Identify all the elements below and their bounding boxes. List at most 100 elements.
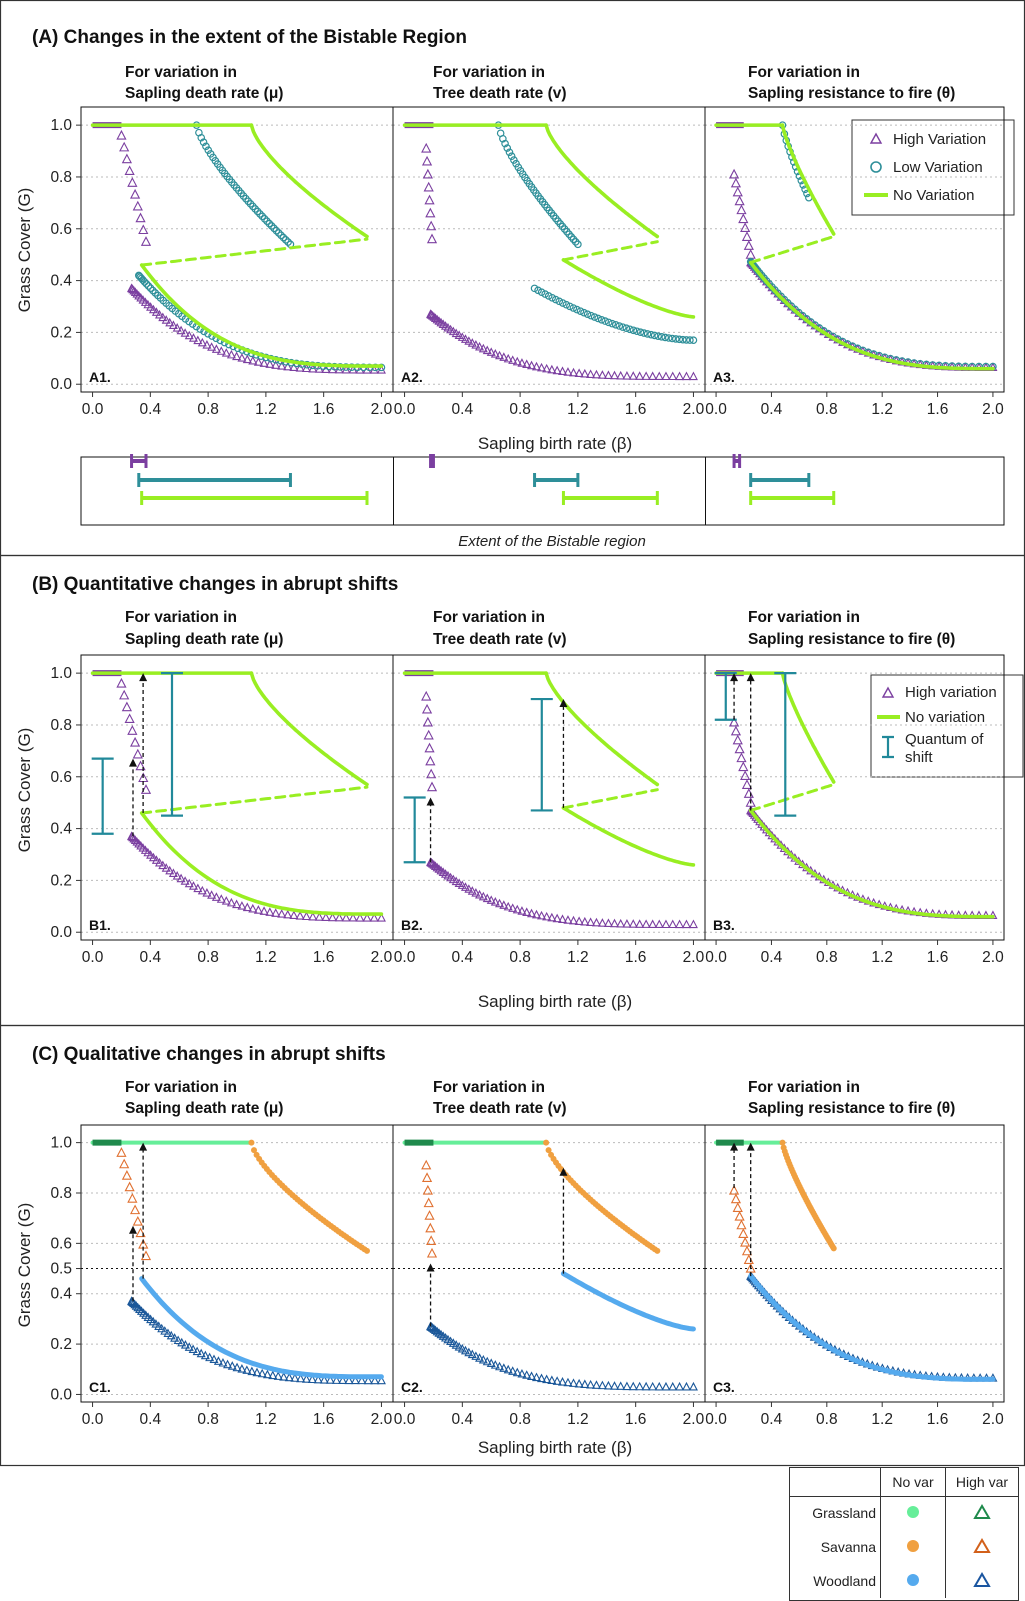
state-table-novar-header: No var bbox=[880, 1468, 946, 1497]
xtick-label-A2-2: 0.8 bbox=[509, 401, 531, 418]
y-axis-label-a: Grass Cover (G) bbox=[15, 188, 34, 313]
xtick-label-A2-0: 0.0 bbox=[394, 401, 416, 418]
a2-high-lower-55 bbox=[654, 371, 664, 381]
a1-low-upper-34 bbox=[272, 226, 281, 235]
c1-wood-high-49 bbox=[307, 1374, 317, 1384]
c2-wood-high-52 bbox=[635, 1381, 645, 1391]
c2-wood-high-33 bbox=[527, 1371, 537, 1380]
a3-high-upper-0 bbox=[728, 168, 740, 179]
a1-low-upper-4 bbox=[202, 142, 210, 151]
a1-low-upper-31 bbox=[265, 219, 274, 228]
c1-wood-high-48 bbox=[301, 1374, 311, 1383]
a2-low-lower-17 bbox=[590, 313, 599, 321]
c2-wood-high-7 bbox=[434, 1328, 444, 1337]
a2-low-lower-37 bbox=[661, 333, 669, 342]
b2-high-lower-54 bbox=[648, 919, 658, 928]
b2-high-lower-21 bbox=[475, 889, 485, 899]
b2-high-lower-39 bbox=[558, 914, 568, 924]
y-axis-label-b: Grass Cover (G) bbox=[15, 728, 34, 853]
a2-high-lower-18 bbox=[464, 336, 474, 345]
c2-wood-high-43 bbox=[580, 1379, 590, 1388]
b1-high-upper-5 bbox=[129, 736, 141, 747]
a2-high-lower-31 bbox=[517, 358, 527, 367]
a1-low-upper-26 bbox=[253, 207, 262, 216]
a2-high-lower-34 bbox=[531, 361, 542, 371]
b3-high-upper-4 bbox=[736, 752, 747, 763]
a1-high-lower-18 bbox=[168, 320, 178, 330]
c1-wood-high-22 bbox=[177, 1337, 187, 1347]
c1-sav-high-4 bbox=[127, 1192, 138, 1203]
c1-wood-high-47 bbox=[296, 1373, 306, 1383]
b1-high-lower-34 bbox=[242, 902, 252, 912]
col2-subtitle-c-line1: For variation in bbox=[433, 1079, 545, 1096]
legend-a-high-marker bbox=[869, 132, 883, 144]
a1-high-upper-9 bbox=[140, 236, 152, 246]
c1-wood-high-4 bbox=[130, 1299, 140, 1309]
a3-high-upper-7 bbox=[741, 231, 753, 241]
b2-high-lower-25 bbox=[490, 897, 500, 906]
c1-arrow-1-head bbox=[139, 1142, 148, 1151]
b1-none-upper bbox=[249, 671, 369, 787]
b1-high-lower-36 bbox=[253, 905, 263, 914]
b2-high-lower-37 bbox=[547, 912, 557, 922]
c2-sav-high-6 bbox=[426, 1235, 437, 1245]
b1-high-lower-21 bbox=[180, 876, 190, 885]
a1-high-upper-2 bbox=[121, 153, 133, 164]
b1-high-lower-53 bbox=[362, 913, 372, 922]
c3-sav-high-5 bbox=[738, 1228, 749, 1238]
c2-wood-high-32 bbox=[522, 1370, 532, 1379]
c3-wood-none bbox=[748, 1273, 996, 1382]
a1-high-lower-24 bbox=[193, 335, 203, 345]
b1-high-lower-30 bbox=[221, 896, 231, 905]
state-row-savanna: Savanna bbox=[790, 1530, 1018, 1564]
a1-high-lower-34 bbox=[242, 354, 252, 364]
ytick-label-C-3: 0.5 bbox=[50, 1261, 72, 1278]
b2-high-lower-19 bbox=[467, 886, 477, 895]
c1-sav-high-2 bbox=[121, 1170, 133, 1180]
c2-wood-high-25 bbox=[490, 1360, 500, 1369]
b1-high-upper-4 bbox=[127, 725, 138, 735]
b2-high-lower-36 bbox=[542, 911, 552, 921]
legend-b-quantum-label-2: shift bbox=[905, 749, 933, 766]
b2-high-lower-22 bbox=[478, 891, 488, 901]
c1-sav-high-5 bbox=[129, 1204, 141, 1215]
xtick-label-B3-4: 1.6 bbox=[927, 949, 949, 966]
a2-low-lower-9 bbox=[562, 300, 571, 309]
c2-sav-none-0 bbox=[543, 1139, 550, 1146]
c1-wood-high-18 bbox=[163, 1328, 173, 1338]
a1-high-lower-41 bbox=[283, 361, 293, 371]
state-row-woodland: Woodland bbox=[790, 1564, 1018, 1598]
a2-high-upper-4 bbox=[424, 194, 435, 205]
ytick-label-A-2: 0.4 bbox=[50, 273, 72, 290]
legend-b-quantum-label: Quantum of bbox=[905, 731, 984, 748]
c2-wood-high-40 bbox=[563, 1377, 573, 1387]
c2-wood-high-17 bbox=[460, 1345, 471, 1355]
c2-wood-high-22 bbox=[478, 1354, 488, 1364]
a2-high-lower-36 bbox=[542, 363, 552, 373]
xtick-label-B2-2: 0.8 bbox=[509, 949, 531, 966]
xtick-label-C1-2: 0.8 bbox=[197, 1411, 219, 1428]
c2-wood-high-56 bbox=[661, 1381, 671, 1391]
a3-high-upper-9 bbox=[745, 249, 756, 259]
b2-high-upper-6 bbox=[426, 768, 437, 779]
a1-high-lower-36 bbox=[253, 357, 263, 366]
ytick-label-C-1: 0.2 bbox=[50, 1336, 72, 1353]
b2-high-lower-35 bbox=[537, 910, 547, 920]
b2-high-upper-2 bbox=[422, 716, 433, 727]
c2-sav-high-7 bbox=[426, 1247, 438, 1258]
c2-wood-high-28 bbox=[503, 1364, 513, 1374]
a1-low-upper-29 bbox=[260, 214, 269, 223]
xtick-label-A1-0: 0.0 bbox=[82, 401, 104, 418]
x-axis-label-c: Sapling birth rate (β) bbox=[478, 1438, 632, 1457]
panel-label-A3: A3. bbox=[713, 369, 735, 385]
a2-high-lower-45 bbox=[591, 369, 601, 379]
a3-high-upper-8 bbox=[743, 240, 754, 250]
xtick-label-A1-2: 0.8 bbox=[197, 401, 219, 418]
a2-high-lower-47 bbox=[603, 370, 613, 379]
xtick-label-A3-0: 0.0 bbox=[705, 401, 727, 418]
c3-sav-high-2 bbox=[732, 1202, 743, 1212]
a2-high-lower-39 bbox=[558, 366, 568, 376]
c1-wood-high-60 bbox=[376, 1375, 386, 1385]
xtick-label-C1-0: 0.0 bbox=[82, 1411, 104, 1428]
b3-none-lower bbox=[748, 808, 995, 919]
